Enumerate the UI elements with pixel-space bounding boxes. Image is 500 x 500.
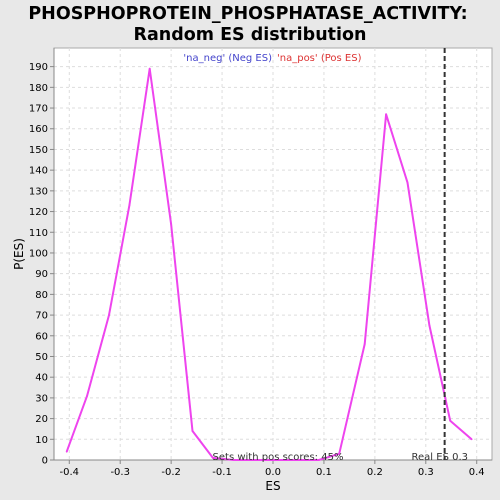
x-tick-label: 0.4: [469, 467, 485, 478]
x-tick-label: -0.4: [60, 467, 80, 478]
y-tick-labels: 0 10 20 30 40 50 60 70 80 90 100 110 120 130 140 150 160…: [29, 62, 54, 467]
y-tick-label: 100: [29, 248, 48, 259]
data-point: [108, 314, 110, 316]
x-axis-label: ES: [265, 479, 280, 493]
y-tick-label: 20: [35, 414, 48, 425]
data-point: [232, 459, 235, 461]
x-tick-label: -0.3: [110, 467, 130, 478]
series-line: [65, 67, 473, 461]
legend-entry-neg: 'na_neg' (Neg ES): [183, 53, 272, 64]
data-point: [148, 67, 151, 70]
x-tick-label: 0.0: [265, 467, 281, 478]
y-axis-label: P(ES): [12, 238, 26, 270]
data-point: [449, 419, 452, 422]
data-point: [253, 459, 256, 461]
data-point: [128, 204, 131, 207]
y-tick-label: 50: [35, 352, 48, 363]
data-point: [212, 457, 214, 459]
y-tick-label: 90: [35, 269, 48, 280]
y-tick-label: 180: [29, 83, 48, 94]
y-tick-label: 80: [35, 290, 48, 301]
data-point: [65, 450, 68, 453]
x-tick-label: -0.2: [161, 467, 181, 478]
grid-lines: [54, 48, 492, 461]
y-tick-label: 110: [29, 228, 48, 239]
data-point: [296, 459, 298, 461]
real-es-label: Real ES 0.3: [412, 452, 468, 463]
data-point: [338, 452, 341, 455]
x-tick-label: 0.1: [316, 467, 332, 478]
data-point: [385, 113, 387, 116]
x-tick-labels: -0.4 -0.3 -0.2 -0.1 0.0 0.1 0.2 0.3 0.4: [60, 460, 485, 478]
data-point: [317, 459, 320, 461]
x-tick-label: 0.2: [367, 467, 383, 478]
y-tick-label: 170: [29, 104, 48, 115]
y-tick-label: 0: [42, 456, 48, 467]
y-tick-label: 140: [29, 166, 48, 177]
data-point: [86, 394, 89, 397]
chart-title-line-2: Random ES distribution: [133, 25, 366, 45]
data-point: [470, 438, 473, 441]
y-tick-label: 70: [35, 311, 48, 322]
data-point: [191, 430, 194, 432]
data-point: [170, 223, 173, 225]
legend-entry-pos: 'na_pos' (Pos ES): [277, 53, 362, 64]
reference-line-group: Real ES 0.3: [412, 48, 468, 463]
y-tick-label: 10: [35, 435, 48, 446]
chart-title-line-1: PHOSPHOPROTEIN_PHOSPHATASE_ACTIVITY:: [28, 4, 467, 24]
x-tick-label: 0.3: [418, 467, 434, 478]
x-tick-label: -0.1: [212, 467, 232, 478]
y-tick-label: 150: [29, 145, 48, 156]
data-point: [406, 181, 409, 184]
series-lines: [65, 67, 473, 461]
y-tick-label: 60: [35, 331, 48, 342]
data-point: [428, 324, 431, 327]
data-point: [363, 343, 366, 345]
y-tick-label: 40: [35, 373, 48, 384]
y-tick-label: 120: [29, 207, 48, 218]
y-tick-label: 160: [29, 124, 48, 135]
y-tick-label: 190: [29, 62, 48, 73]
data-point: [274, 459, 277, 461]
pos-score-annotation: Sets with pos scores: 45%: [213, 452, 344, 463]
y-tick-label: 130: [29, 186, 48, 197]
y-tick-label: 30: [35, 393, 48, 404]
